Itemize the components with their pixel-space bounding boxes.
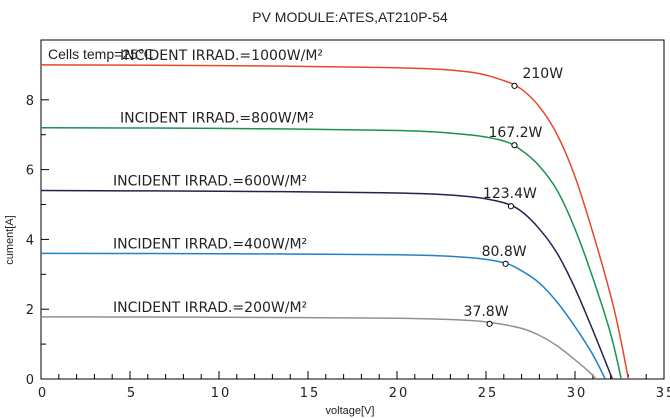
series-label-2: INCIDENT IRRAD.=600W/M²	[113, 174, 307, 190]
axes: 0 5 10 15 20 25 30 35 0 2 4 6 8	[26, 64, 670, 401]
x-tick-label: 0	[38, 386, 48, 401]
x-tick-label: 25	[478, 386, 499, 401]
y-tick-label: 4	[26, 233, 34, 248]
mpp-marker-1	[511, 142, 518, 149]
y-tick-label: 8	[26, 94, 34, 109]
curve-labels: INCIDENT IRRAD.=1000W/M² 210W INCIDENT IRR…	[113, 48, 563, 327]
mpp-marker-0	[511, 82, 518, 89]
iv-curve-4	[40, 316, 597, 380]
mpp-power-label-1: 167.2W	[488, 125, 542, 141]
mpp-power-label-4: 37.8W	[464, 304, 509, 320]
series-label-0: INCIDENT IRRAD.=1000W/M²	[120, 48, 323, 64]
series-label-3: INCIDENT IRRAD.=400W/M²	[113, 236, 307, 252]
mpp-marker-2	[507, 203, 515, 210]
series-label-4: INCIDENT IRRAD.=200W/M²	[113, 300, 307, 316]
cells-temp-annotation: Cells temp=25℃	[48, 46, 154, 62]
series-label-1: INCIDENT IRRAD.=800W/M²	[120, 111, 314, 127]
x-tick-label: 30	[567, 386, 588, 401]
x-tick-label: 10	[211, 386, 232, 401]
mpp-power-label-3: 80.8W	[482, 244, 527, 260]
y-tick-label: 2	[26, 303, 34, 318]
curves	[40, 64, 630, 380]
mpp-marker-3	[502, 260, 509, 267]
mpp-power-label-2: 123.4W	[483, 186, 537, 202]
x-axis-label: voltage[V]	[326, 405, 375, 417]
iv-curve-2	[40, 189, 614, 380]
mpp-marker-4	[486, 320, 493, 327]
x-tick-label: 5	[127, 386, 137, 401]
y-tick-label: 6	[26, 164, 34, 179]
iv-curve-0	[40, 64, 630, 380]
chart-title: PV MODULE:ATES,AT210P-54	[252, 9, 448, 25]
iv-curve-1	[40, 126, 623, 380]
x-tick-label: 35	[656, 386, 670, 401]
iv-curve-3	[40, 252, 606, 380]
y-tick-label: 0	[26, 373, 34, 388]
x-tick-label: 20	[389, 386, 410, 401]
plot-area-frame	[40, 39, 665, 380]
x-tick-label: 15	[300, 386, 321, 401]
y-axis-label: cument[A]	[4, 215, 16, 265]
mpp-power-label-0: 210W	[522, 66, 563, 82]
